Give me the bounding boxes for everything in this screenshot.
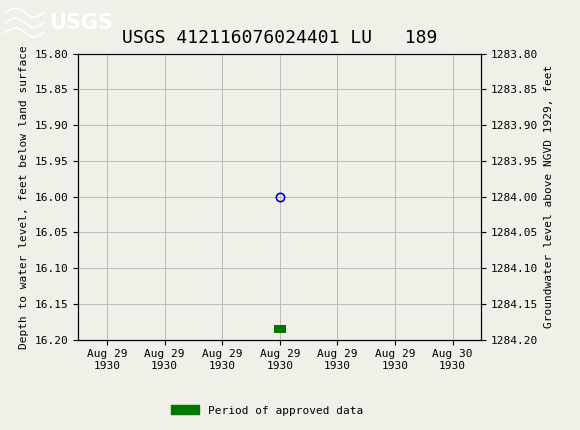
Title: USGS 412116076024401 LU   189: USGS 412116076024401 LU 189 <box>122 29 437 46</box>
Bar <box>274 326 286 332</box>
Text: USGS: USGS <box>49 12 113 33</box>
Y-axis label: Depth to water level, feet below land surface: Depth to water level, feet below land su… <box>19 45 29 349</box>
Y-axis label: Groundwater level above NGVD 1929, feet: Groundwater level above NGVD 1929, feet <box>544 65 554 329</box>
Legend: Period of approved data: Period of approved data <box>166 401 367 420</box>
